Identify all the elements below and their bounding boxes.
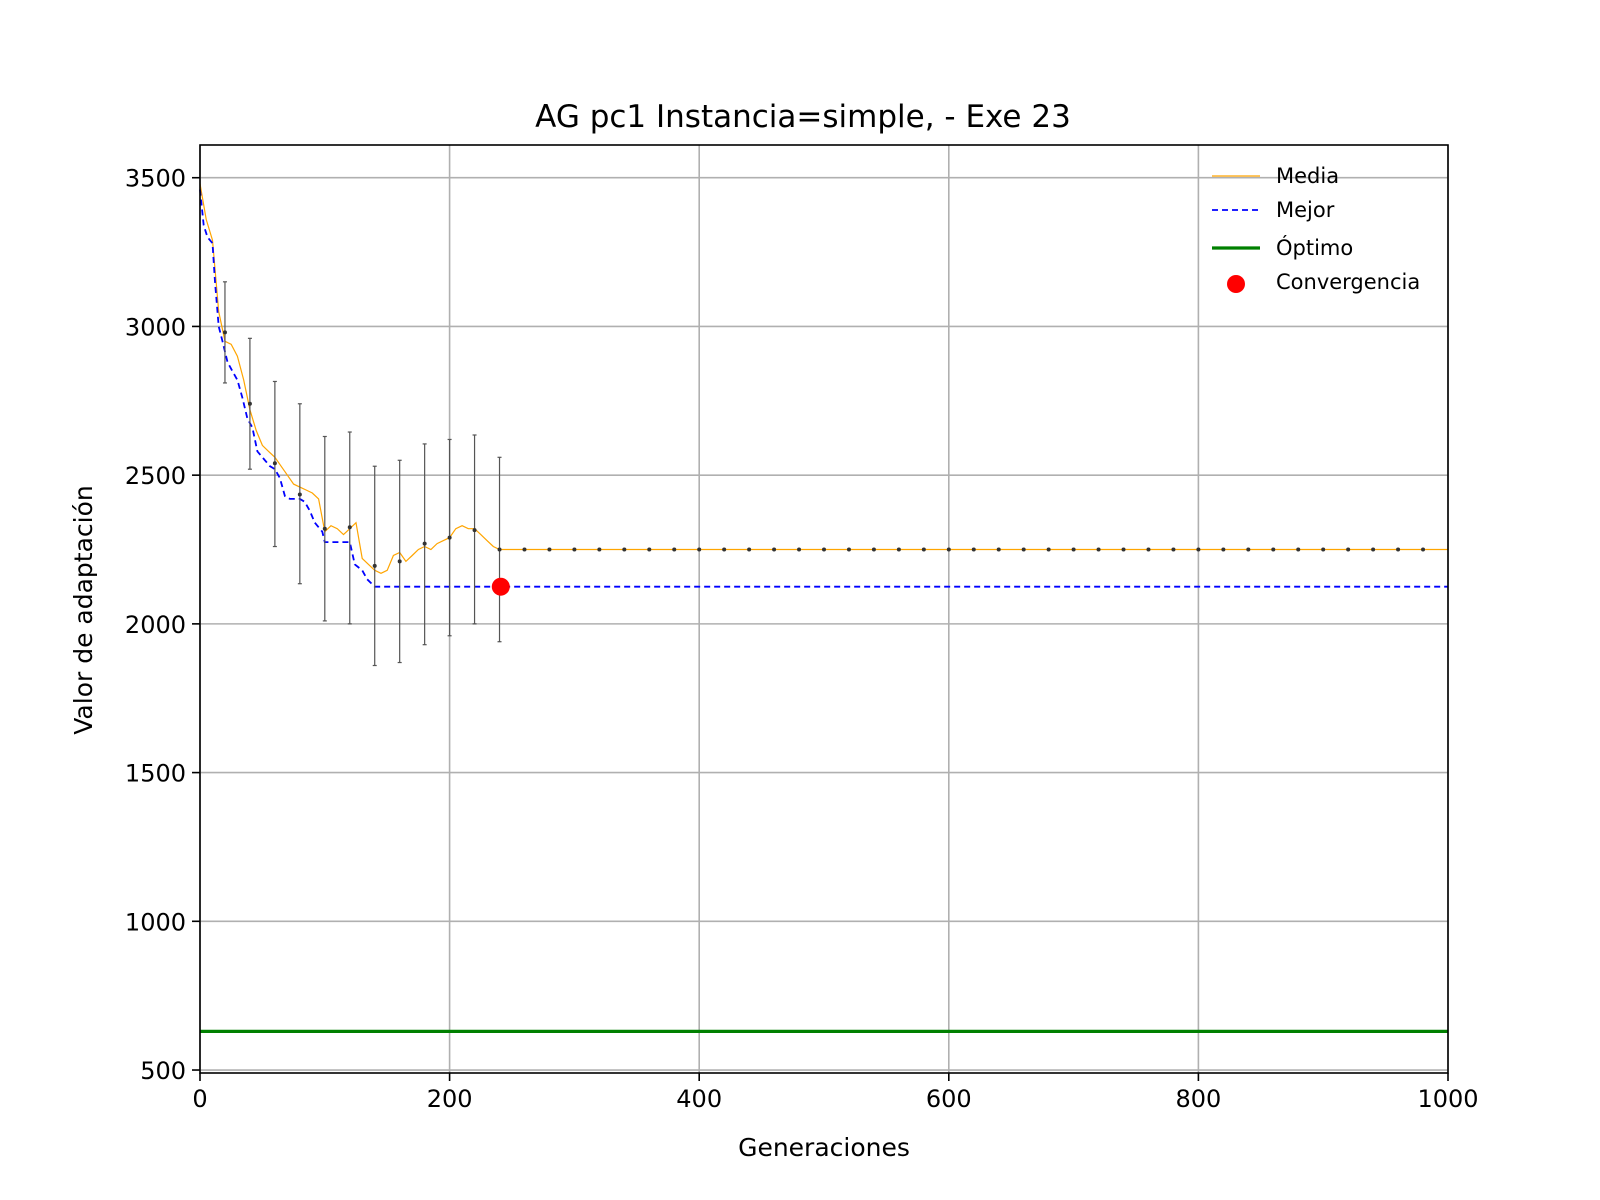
ticks: 0 200 400 600 800 1000 500 1000 1500 2000 2500 3000… <box>125 165 1479 1113</box>
plot-frame <box>199 144 1449 1074</box>
x-axis-label: Generaciones <box>738 1133 910 1162</box>
media-marker <box>1146 547 1151 552</box>
media-marker <box>846 547 851 552</box>
y-tick-label: 3000 <box>125 313 186 341</box>
media-marker <box>1271 547 1276 552</box>
media-marker <box>497 547 502 552</box>
y-tick-label: 2500 <box>125 462 186 490</box>
media-marker <box>1396 547 1401 552</box>
media-marker <box>397 559 402 564</box>
plot-area <box>199 183 1448 1034</box>
legend-optimo-label: Óptimo <box>1276 235 1353 260</box>
media-marker <box>372 563 377 568</box>
legend-media-label: Media <box>1276 164 1339 188</box>
legend-mejor-label: Mejor <box>1276 198 1335 222</box>
media-marker <box>247 401 252 406</box>
y-tick-label: 3500 <box>125 165 186 193</box>
y-tick-label: 1500 <box>125 760 186 788</box>
media-marker <box>472 528 477 533</box>
series-line-mejor <box>199 189 1448 588</box>
convergence-marker <box>491 577 510 596</box>
media-marker <box>1121 547 1126 552</box>
media-marker <box>1221 547 1226 552</box>
media-marker <box>547 547 552 552</box>
media-marker <box>946 547 951 552</box>
media-marker <box>722 547 727 552</box>
media-marker <box>272 461 277 466</box>
media-marker <box>921 547 926 552</box>
media-marker <box>572 547 577 552</box>
x-tick-label: 0 <box>192 1085 207 1113</box>
media-marker <box>1171 547 1176 552</box>
media-marker <box>422 541 427 546</box>
media-marker <box>672 547 677 552</box>
x-tick-label: 600 <box>926 1085 972 1113</box>
media-marker <box>447 535 452 540</box>
media-marker <box>1346 547 1351 552</box>
media-marker <box>896 547 901 552</box>
media-marker <box>347 525 352 530</box>
media-marker <box>996 547 1001 552</box>
media-marker <box>1421 547 1426 552</box>
media-marker <box>797 547 802 552</box>
media-marker <box>697 547 702 552</box>
media-marker <box>222 330 227 335</box>
y-tick-label: 2000 <box>125 611 186 639</box>
media-marker <box>522 547 527 552</box>
media-marker <box>1196 547 1201 552</box>
media-marker <box>297 492 302 497</box>
y-tick-label: 500 <box>140 1057 186 1085</box>
legend-convergencia-swatch <box>1227 275 1245 293</box>
media-marker <box>871 547 876 552</box>
media-marker <box>747 547 752 552</box>
y-tick-label: 1000 <box>125 908 186 936</box>
media-marker <box>772 547 777 552</box>
x-tick-label: 200 <box>427 1085 473 1113</box>
media-marker <box>822 547 826 552</box>
media-marker <box>1071 547 1076 552</box>
media-marker <box>1246 547 1251 552</box>
media-marker <box>971 547 976 552</box>
media-marker <box>622 547 627 552</box>
media-marker <box>647 547 652 552</box>
media-marker <box>1096 547 1101 552</box>
media-marker <box>1321 547 1326 552</box>
media-marker <box>1296 547 1301 552</box>
legend: Media Mejor Óptimo Convergencia <box>1212 164 1420 294</box>
media-marker <box>1021 547 1026 552</box>
media-marker <box>1046 547 1051 552</box>
media-marker <box>597 547 602 552</box>
chart-title: AG pc1 Instancia=simple, - Exe 23 <box>535 99 1071 135</box>
media-marker <box>322 526 327 531</box>
y-axis-label: Valor de adaptación <box>69 485 98 734</box>
media-marker <box>1371 547 1376 552</box>
legend-convergencia-label: Convergencia <box>1276 270 1420 294</box>
x-tick-label: 800 <box>1175 1085 1221 1113</box>
series-line-media <box>199 183 1448 574</box>
x-tick-label: 1000 <box>1417 1085 1478 1113</box>
x-tick-label: 400 <box>676 1085 722 1113</box>
